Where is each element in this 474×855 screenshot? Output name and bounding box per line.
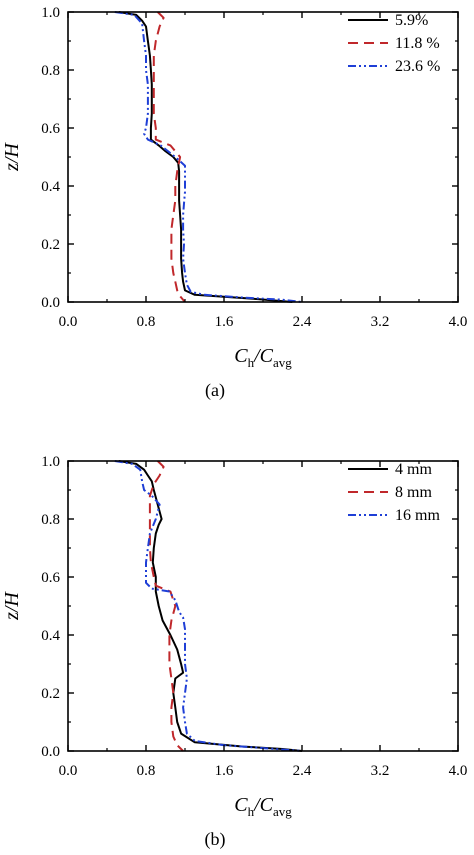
legend-label-3: 23.6 % [395,58,440,75]
y-tick-label: 0.8 [41,63,60,79]
y-axis-title: z/H [1,142,23,172]
plot-frame [67,11,459,303]
y-tick-label: 0.2 [41,686,60,702]
x-tick-label: 4.0 [449,763,468,779]
plot-frame [67,460,459,752]
chart-panel-1: 0.0 0.8 1.6 2.4 3.2 4.0 0.0 0.2 0.4 0.6 0.8 1.0 z/H C… [1,5,467,401]
x-tick-label: 1.6 [215,763,234,779]
y-tick-label: 0.6 [41,121,60,137]
panel-label: (a) [205,380,225,401]
y-tick-label: 0.0 [41,744,60,760]
x-tick-label: 1.6 [215,314,234,330]
legend-label-1: 5.9% [395,12,428,29]
y-tick-label: 0.0 [41,295,60,311]
y-tick-label: 1.0 [41,454,60,470]
series-line-2 [148,460,184,752]
x-tick-label: 3.2 [371,314,390,330]
legend: 5.9% 11.8 % 23.6 % [348,12,440,75]
legend-label-1: 4 mm [395,461,432,478]
series-line-3 [114,460,303,752]
legend: 4 mm 8 mm 16 mm [348,461,440,524]
y-axis-title: z/H [1,591,23,621]
legend-label-2: 11.8 % [395,35,440,52]
x-tick-label: 2.4 [293,314,312,330]
y-tick-label: 0.6 [41,570,60,586]
x-tick-label: 0.8 [137,314,156,330]
x-tick-label: 2.4 [293,763,312,779]
series-line-2 [152,11,186,303]
series-line-1 [118,460,303,752]
x-axis-title: Ch/Cavg [234,345,292,370]
legend-label-2: 8 mm [395,484,432,501]
y-tick-label: 0.8 [41,512,60,528]
y-tick-label: 0.2 [41,237,60,253]
series-line-1 [118,11,293,303]
panel-label: (b) [205,829,226,850]
x-tick-label: 3.2 [371,763,390,779]
x-axis-title: Ch/Cavg [234,794,292,819]
y-tick-label: 0.4 [41,179,60,195]
x-tick-label: 4.0 [449,314,468,330]
y-tick-label: 0.4 [41,628,60,644]
x-tick-label: 0.0 [59,763,78,779]
series-line-3 [114,11,303,303]
x-tick-label: 0.0 [59,314,78,330]
chart-panel-2: 0.0 0.8 1.6 2.4 3.2 4.0 0.0 0.2 0.4 0.6 0.8 1.0 z/H C… [1,454,467,850]
x-tick-label: 0.8 [137,763,156,779]
y-tick-label: 1.0 [41,5,60,21]
legend-label-3: 16 mm [395,507,440,524]
